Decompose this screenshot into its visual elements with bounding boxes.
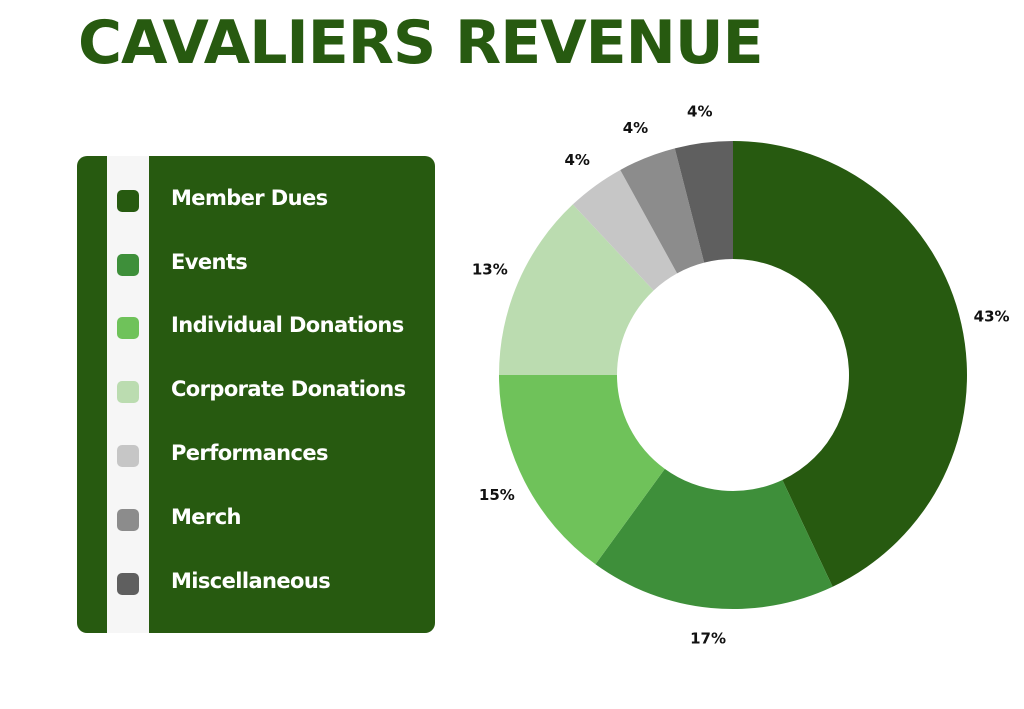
legend-swatch — [117, 190, 139, 212]
slice-miscellaneous — [674, 141, 733, 263]
legend-label: Performances — [171, 441, 329, 465]
legend-swatch — [117, 381, 139, 403]
legend-item-corporate-donations: Corporate Donations — [77, 372, 435, 412]
slice-member-dues — [733, 141, 968, 587]
legend-label: Miscellaneous — [171, 569, 331, 593]
legend-swatch — [117, 317, 139, 339]
legend-item-performances: Performances — [77, 436, 435, 476]
data-label-member-dues: 43% — [974, 308, 1010, 326]
donut-chart: 43% 17% 15% 13% 4% 4% 4% — [472, 103, 1010, 648]
legend: Member Dues Events Individual Donations … — [77, 156, 435, 633]
legend-item-individual-donations: Individual Donations — [77, 308, 435, 348]
legend-item-merch: Merch — [77, 500, 435, 540]
legend-label: Events — [171, 250, 248, 274]
data-label-merch: 4% — [623, 119, 648, 137]
data-label-individual-donations: 15% — [479, 486, 515, 504]
donut-data-labels: 43% 17% 15% 13% 4% 4% 4% — [472, 103, 1010, 648]
slice-individual-donations — [499, 375, 665, 565]
legend-swatch — [117, 573, 139, 595]
data-label-events: 17% — [690, 629, 726, 647]
data-label-performances: 4% — [565, 151, 590, 169]
slice-corporate-donations — [499, 204, 654, 375]
slice-events — [595, 468, 833, 609]
legend-swatch — [117, 509, 139, 531]
legend-label: Individual Donations — [171, 313, 404, 337]
legend-swatch — [117, 445, 139, 467]
slice-merch — [620, 148, 705, 274]
legend-item-member-dues: Member Dues — [77, 181, 435, 221]
legend-swatch — [117, 254, 139, 276]
slice-performances — [572, 169, 678, 291]
legend-label: Corporate Donations — [171, 377, 406, 401]
legend-label: Merch — [171, 505, 242, 529]
legend-item-events: Events — [77, 245, 435, 285]
data-label-miscellaneous: 4% — [687, 103, 712, 121]
chart-title: CAVALIERS REVENUE — [78, 8, 764, 78]
donut-slices — [499, 141, 968, 609]
legend-item-miscellaneous: Miscellaneous — [77, 564, 435, 604]
data-label-corporate-donations: 13% — [472, 260, 508, 278]
legend-label: Member Dues — [171, 186, 328, 210]
